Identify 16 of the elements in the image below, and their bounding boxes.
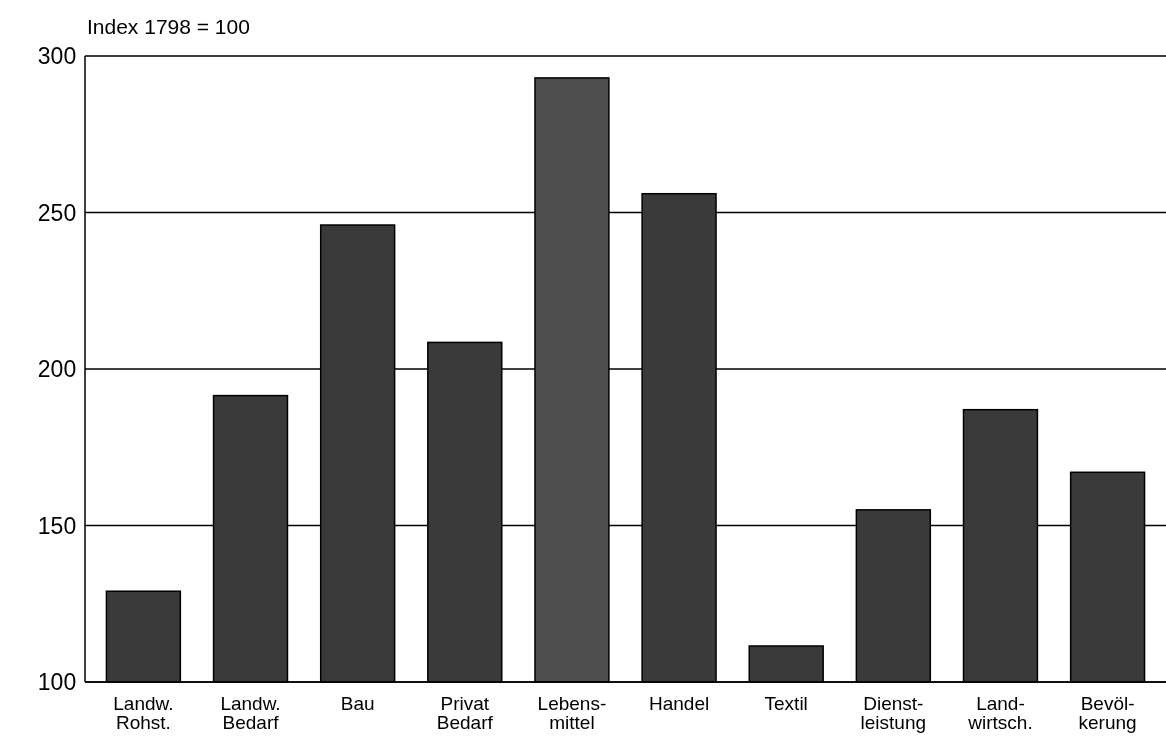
x-tick-label: Landw. Rohst. — [113, 693, 174, 733]
y-axis-title: Index 1798 = 100 — [87, 15, 250, 38]
x-tick-label: Handel — [648, 693, 710, 714]
y-tick-label: 250 — [37, 199, 77, 226]
x-tick-label: Bau — [340, 693, 375, 714]
y-tick-label: 100 — [37, 669, 77, 695]
y-tick-label: 300 — [37, 43, 77, 69]
y-tick-label: 200 — [37, 356, 77, 382]
x-tick-label: Land- wirtsch. — [967, 693, 1033, 733]
x-tick-label: Lebens- mittel — [537, 693, 607, 733]
x-tick-label: Textil — [764, 693, 808, 714]
x-tick-label: Bevöl- kerung — [1078, 693, 1137, 733]
x-tick-label: Landw. Bedarf — [220, 693, 281, 733]
x-tick-label: Dienst- leistung — [860, 693, 927, 733]
x-tick-label: Privat Bedarf — [436, 693, 494, 733]
y-tick-label: 150 — [37, 512, 77, 539]
